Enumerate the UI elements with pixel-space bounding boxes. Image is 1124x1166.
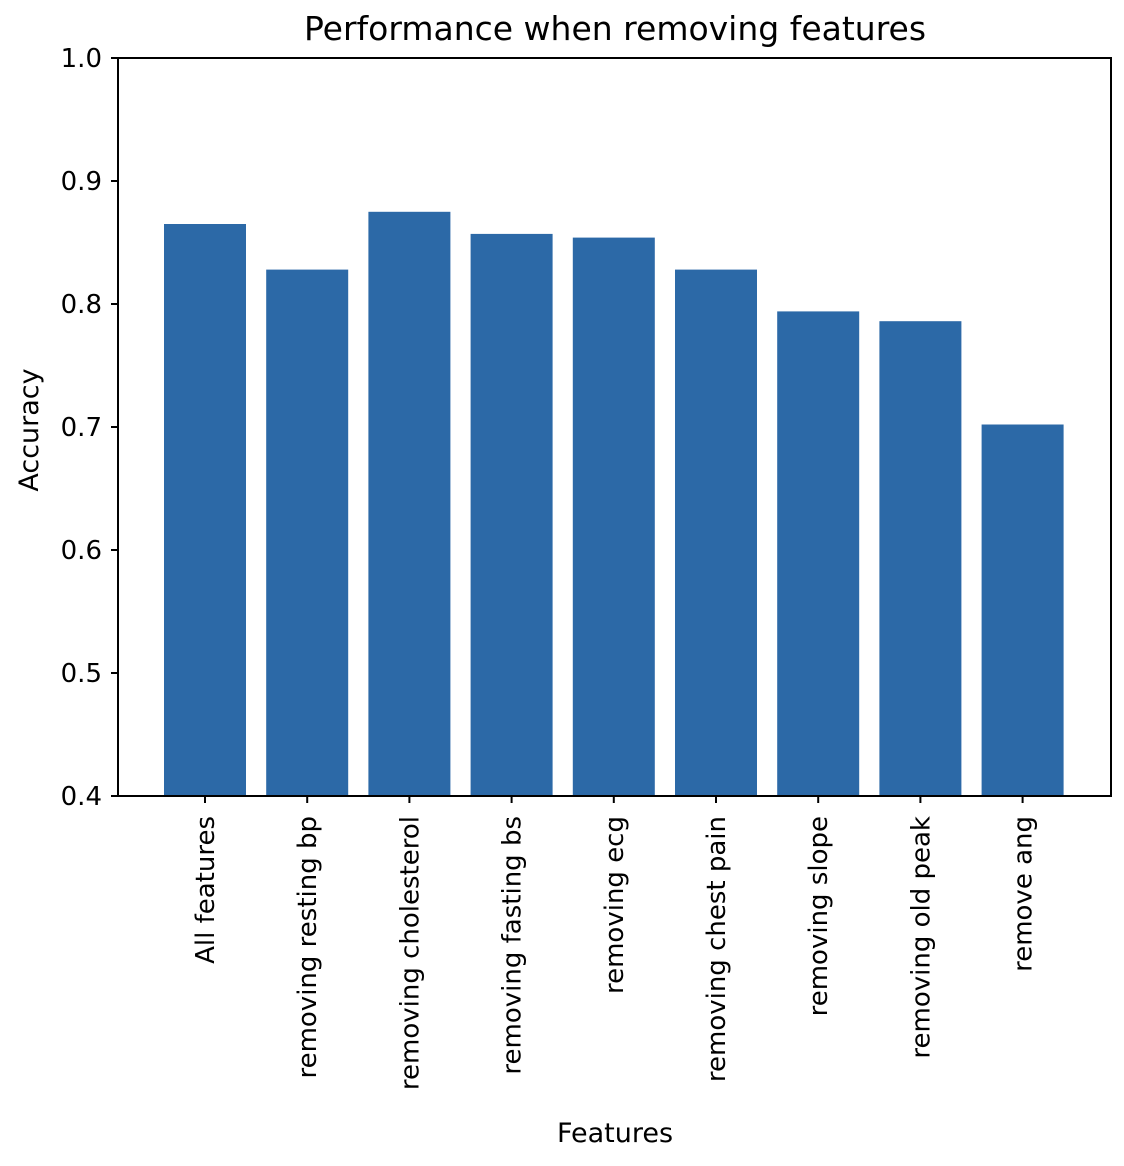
x-tick-label: removing chest pain — [702, 816, 732, 1082]
x-tick-label: removing resting bp — [293, 816, 323, 1079]
x-tick-label: remove ang — [1009, 816, 1039, 972]
x-tick-label: removing fasting bs — [498, 816, 528, 1075]
bar-1 — [266, 269, 349, 797]
bar-0 — [164, 224, 246, 796]
y-axis-label: Accuracy — [14, 368, 45, 491]
bar-7 — [879, 321, 962, 796]
bar-4 — [572, 237, 655, 797]
y-axis: 0.4 0.5 0.6 0.7 0.8 0.9 1.0 — [61, 44, 118, 812]
x-axis-label: Features — [557, 1118, 673, 1149]
chart-title: Performance when removing features — [304, 9, 926, 48]
y-tick-label: 0.7 — [61, 413, 102, 443]
bars-group — [164, 211, 1064, 797]
x-tick-label: removing slope — [804, 816, 834, 1016]
y-tick-label: 0.4 — [61, 782, 102, 812]
x-tick-label: All features — [191, 816, 221, 964]
x-tick-label: removing ecg — [600, 816, 630, 994]
bar-6 — [777, 311, 860, 796]
y-tick-label: 0.5 — [61, 659, 102, 689]
x-tick-label: removing old peak — [906, 816, 936, 1059]
y-tick-label: 1.0 — [61, 44, 102, 74]
bar-3 — [470, 233, 553, 796]
bar-8 — [981, 424, 1064, 796]
x-tick-label: removing cholesterol — [395, 816, 425, 1090]
y-tick-label: 0.9 — [61, 167, 102, 197]
y-tick-label: 0.6 — [61, 536, 102, 566]
y-tick-label: 0.8 — [61, 290, 102, 320]
x-axis: All features removing resting bp removing … — [191, 796, 1039, 1090]
plot-frame — [117, 57, 1112, 797]
bar-5 — [675, 269, 757, 797]
bar-2 — [368, 211, 451, 797]
